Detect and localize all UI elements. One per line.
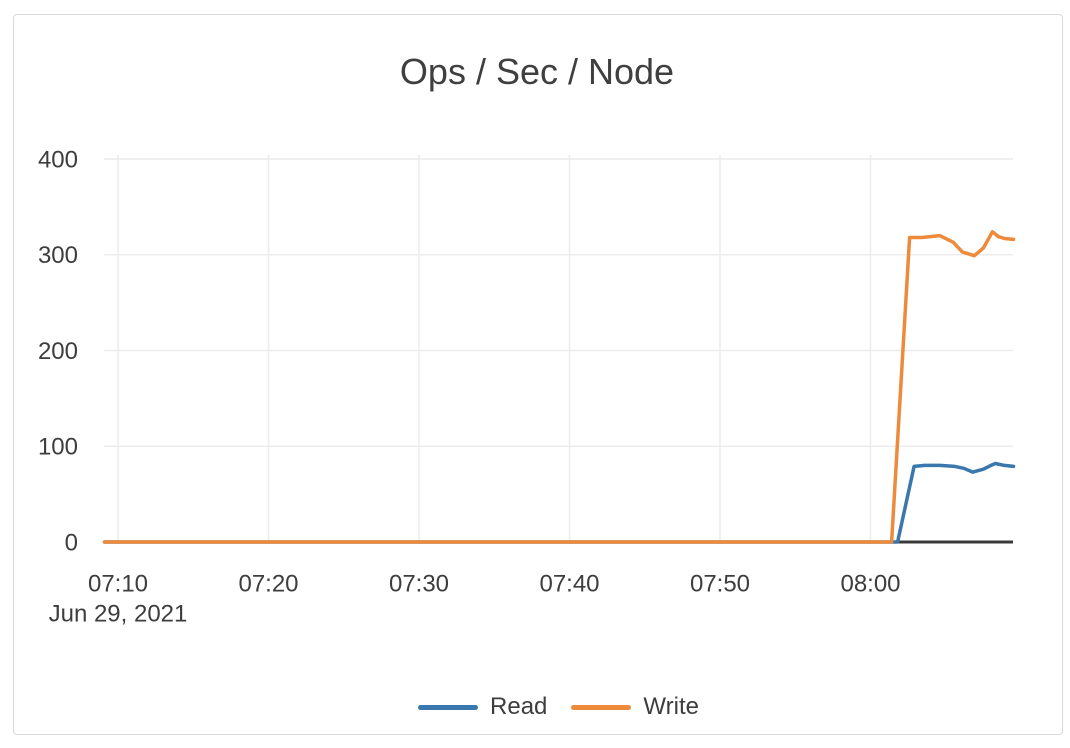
- series-line-read: [102, 461, 1016, 544]
- legend-label-read: Read: [490, 693, 548, 720]
- x-tick-label: 07:30: [389, 570, 449, 597]
- x-tick-label: 07:10: [88, 570, 148, 597]
- legend-item-read[interactable]: Read: [418, 692, 547, 722]
- chart-card: [13, 14, 1063, 735]
- write-line-swatch: [571, 704, 632, 710]
- y-tick-label: 400: [38, 146, 78, 173]
- y-tick-label: 100: [38, 434, 78, 461]
- legend-label-write: Write: [643, 693, 699, 720]
- y-tick-label: 0: [65, 529, 78, 556]
- legend-item-write[interactable]: Write: [571, 692, 699, 722]
- x-tick-label: 07:40: [539, 570, 599, 597]
- x-axis-date-label: Jun 29, 2021: [49, 600, 188, 627]
- x-tick-label: 07:50: [690, 570, 750, 597]
- y-tick-label: 200: [38, 338, 78, 365]
- x-tick-label: 07:20: [238, 570, 298, 597]
- series-line-write: [102, 230, 1016, 544]
- x-tick-label: 08:00: [840, 570, 900, 597]
- chart-legend: Read Write: [104, 692, 1013, 722]
- read-line-swatch: [418, 704, 479, 710]
- y-tick-label: 300: [38, 242, 78, 269]
- chart-title: Ops / Sec / Node: [399, 51, 675, 92]
